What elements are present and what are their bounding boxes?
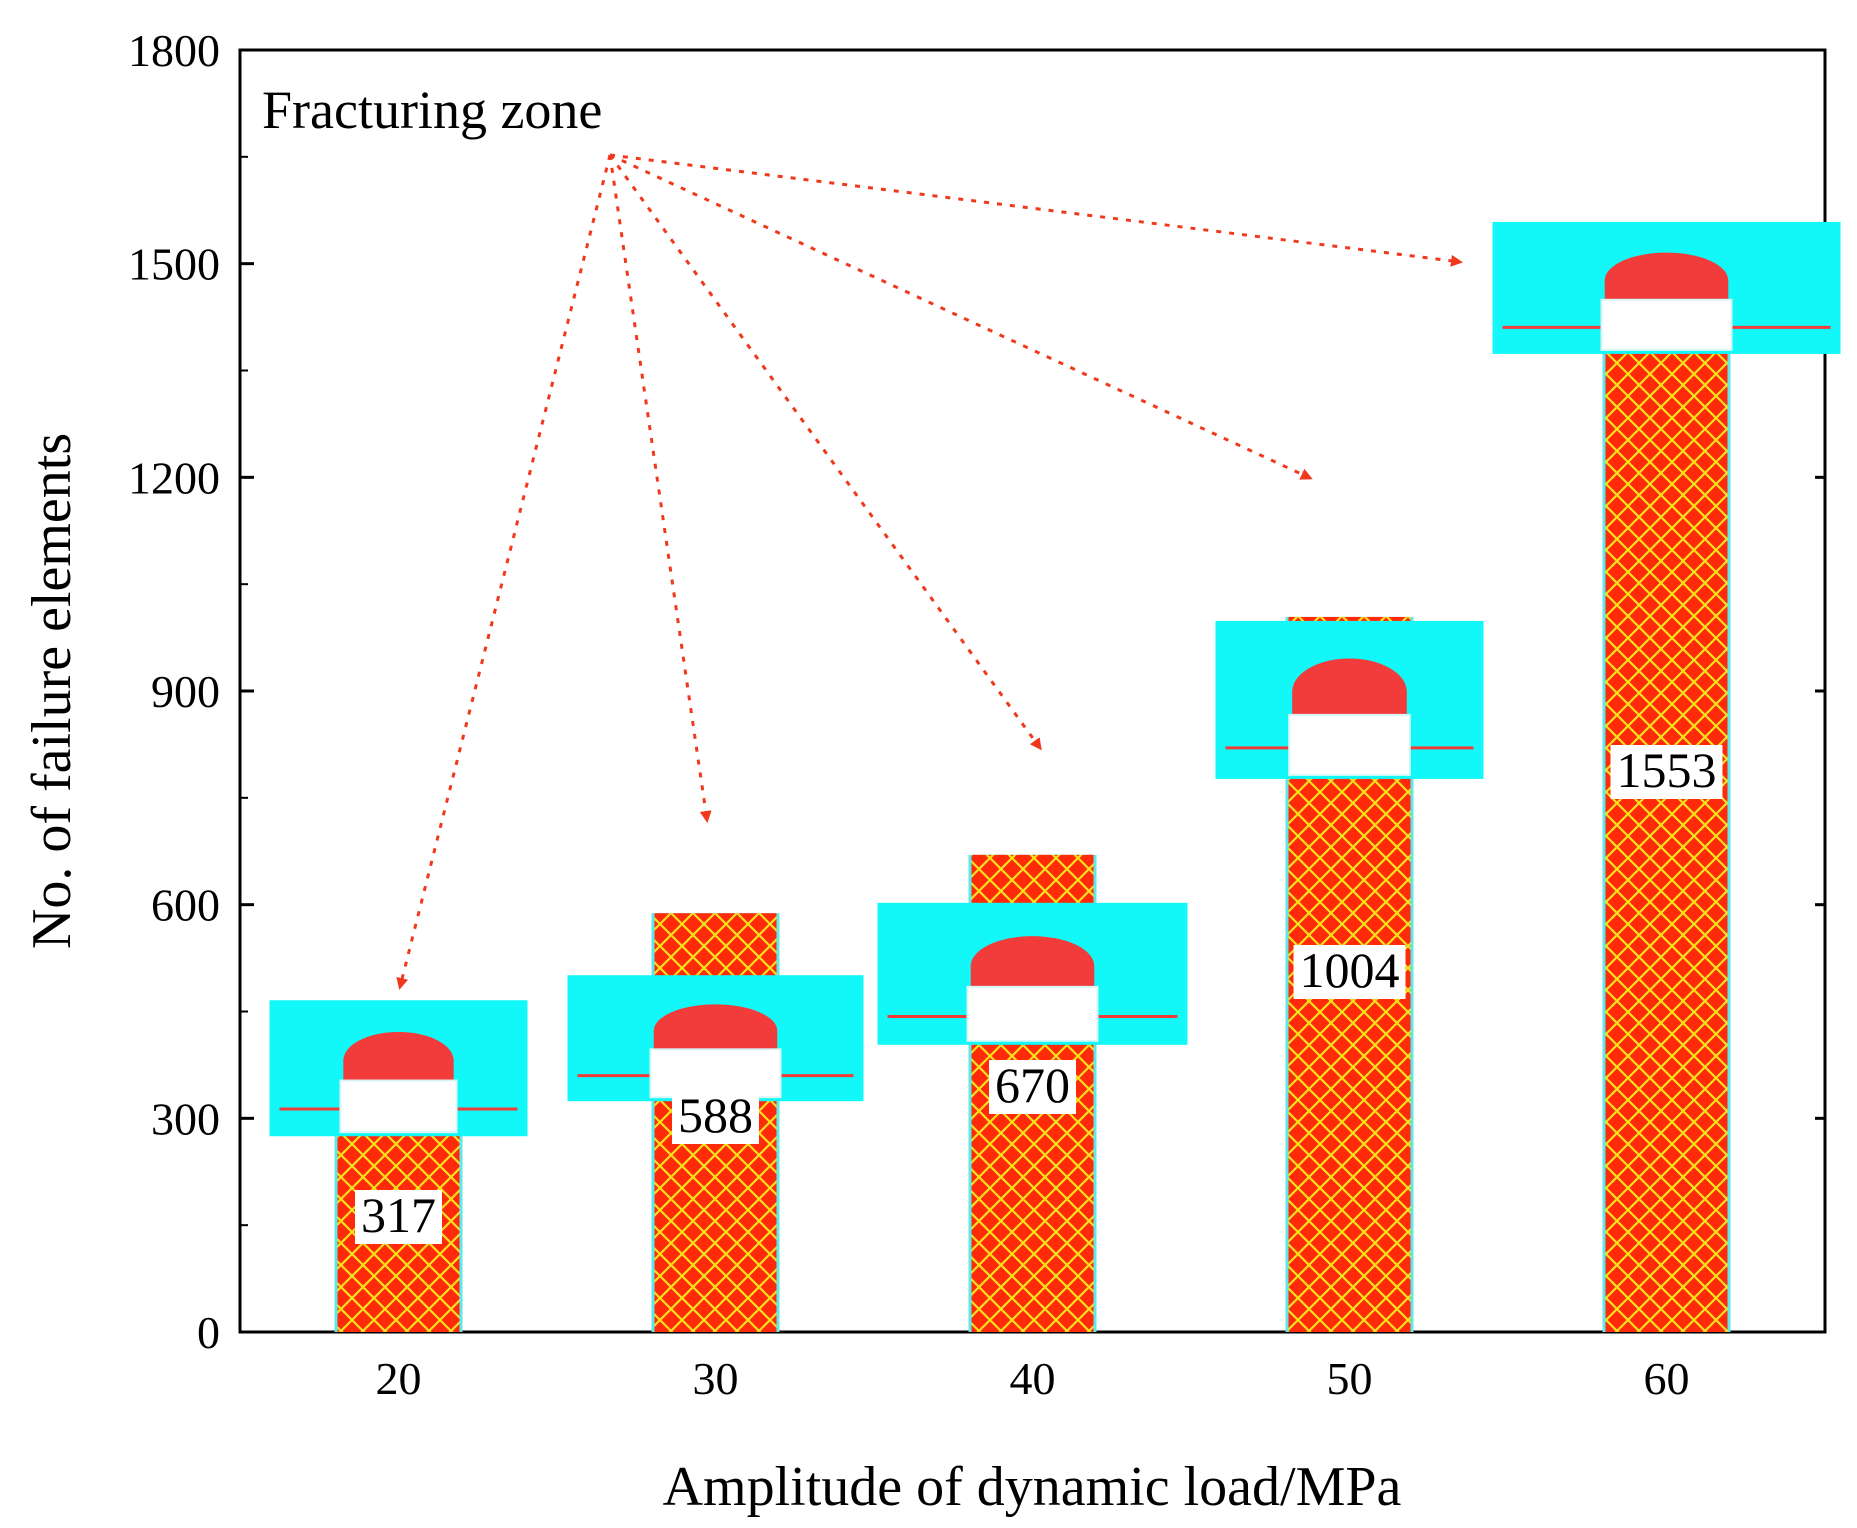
inset-damage-base [1604,280,1729,303]
y-tick-label: 1800 [128,25,220,76]
y-tick-label: 1200 [128,452,220,503]
y-tick-label: 600 [151,880,220,931]
data-label-box [672,1090,759,1144]
data-label: 670 [995,1057,1070,1113]
fracturing-zone-inset [1215,620,1484,779]
data-label: 588 [678,1087,753,1143]
annotation-arrow [608,154,712,823]
y-axis-title: No. of failure elements [21,433,83,949]
annotation-arrow [609,153,1463,267]
inset-damage-base [343,1060,454,1084]
inset-opening [966,985,1099,1042]
fracturing-zone-inset [877,902,1188,1045]
data-labels: 317 588 670 1004 1553 [355,742,1723,1244]
data-label-box [1293,945,1406,999]
data-label: 1553 [1617,742,1717,798]
x-axis-title: Amplitude of dynamic load/MPa [663,1456,1402,1518]
bars [334,225,1731,1332]
x-tick-label: 40 [1010,1353,1056,1404]
insets [269,221,1841,1137]
fracturing-zone-inset [567,975,864,1102]
data-label-box [989,1060,1076,1114]
inset-damage-base [1292,691,1407,719]
inset-opening [649,1048,782,1099]
inset-opening [339,1079,458,1134]
x-axis: 20 30 40 50 60 [376,1318,1690,1404]
fracturing-zone-inset [269,1000,528,1137]
annotation-arrow [396,154,612,990]
y-tick-label: 300 [151,1093,220,1144]
y-tick-label: 1500 [128,239,220,290]
y-tick-label: 900 [151,666,220,717]
inset-opening [1600,298,1733,351]
fracturing-zone-inset [1492,221,1841,354]
annotation-arrow [609,153,1313,480]
data-label-box [355,1190,442,1244]
annotation-arrow [608,154,1042,751]
x-tick-label: 20 [376,1353,422,1404]
data-label: 317 [361,1187,436,1243]
inset-damage-base [653,1030,778,1052]
inset-opening [1288,713,1411,776]
y-tick-label: 0 [197,1307,220,1358]
data-label: 1004 [1300,942,1400,998]
x-tick-label: 30 [693,1353,739,1404]
x-tick-label: 50 [1327,1353,1373,1404]
y-axis: 0 300 600 900 1200 1500 1800 [128,25,1825,1358]
annotation-label: Fracturing zone [262,80,602,140]
annotation-arrows [396,153,1463,990]
inset-damage-base [970,965,1095,990]
data-label-box [1610,745,1723,799]
x-tick-label: 60 [1644,1353,1690,1404]
